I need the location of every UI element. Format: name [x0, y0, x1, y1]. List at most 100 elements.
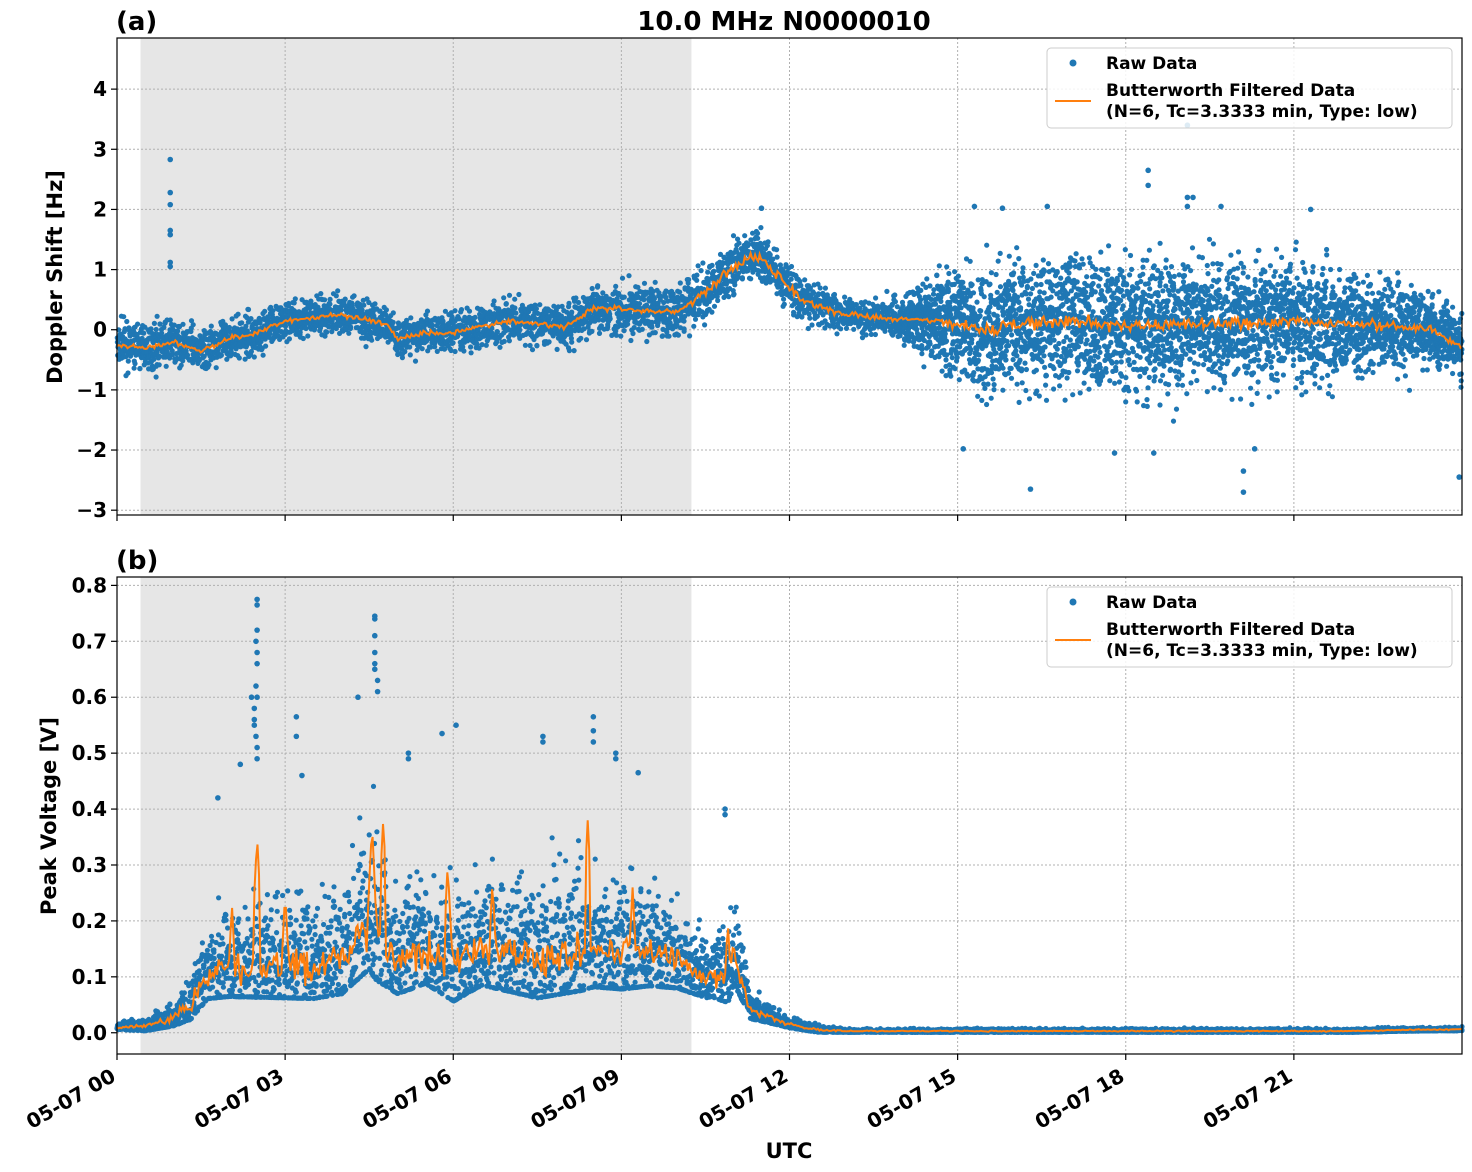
panel-a-raw-point	[765, 239, 771, 245]
panel-a-raw-point	[1041, 290, 1047, 296]
panel-a-raw-point	[817, 285, 823, 291]
panel-a-raw-point	[1024, 285, 1030, 291]
panel-a-raw-point	[1084, 274, 1090, 280]
panel-a-raw-point	[1051, 365, 1057, 372]
panel-a-raw-point	[1043, 372, 1049, 378]
panel-a-raw-point	[843, 325, 850, 331]
panel-a-raw-point	[156, 362, 162, 368]
panel-a-raw-point	[1103, 369, 1109, 375]
panel-a-raw-point	[621, 328, 627, 334]
panel-a-raw-point	[1097, 276, 1103, 282]
panel-a-raw-point	[1034, 282, 1040, 288]
panel-a-raw-point	[927, 341, 933, 347]
panel-a-raw-point	[960, 279, 966, 285]
panel-a-raw-point	[1043, 382, 1049, 388]
panel-a-raw-point	[201, 353, 207, 359]
panel-a-raw-point	[1043, 397, 1050, 403]
panel-a-raw-point	[995, 258, 1001, 264]
panel-a-raw-point	[1092, 333, 1098, 339]
panel-a-raw-point	[788, 276, 794, 282]
panel-a-raw-point	[297, 329, 303, 335]
panel-a-raw-point	[677, 280, 683, 286]
panel-a-raw-point	[694, 272, 700, 278]
panel-a-raw-point	[1000, 365, 1006, 371]
panel-a-raw-point	[694, 277, 700, 283]
panel-a-raw-point	[730, 233, 737, 239]
panel-a-raw-point	[1042, 344, 1048, 350]
panel-a-raw-point	[739, 275, 746, 281]
panel-a-raw-point	[969, 337, 975, 343]
panel-a-raw-point	[1105, 272, 1111, 278]
panel-a-raw-point	[226, 325, 232, 331]
panel-a-raw-point	[390, 310, 396, 316]
panel-a-raw-point	[169, 348, 175, 354]
panel-a-raw-point	[188, 318, 195, 324]
panel-a-raw-point	[154, 313, 160, 319]
panel-a-raw-point	[1015, 299, 1021, 305]
panel-a-raw-point	[988, 270, 995, 276]
panel-a-raw-point	[1077, 390, 1083, 396]
panel-a-raw-point	[1081, 380, 1087, 386]
panel-a-raw-point	[666, 333, 672, 339]
panel-a-raw-point	[190, 322, 196, 328]
panel-a-raw-point	[213, 365, 219, 371]
panel-a-raw-point	[503, 301, 509, 307]
panel-a-raw-point	[698, 268, 704, 274]
panel-a-raw-point	[589, 285, 595, 292]
panel-a-raw-point	[1006, 343, 1012, 349]
panel-a-raw-point	[681, 318, 687, 324]
panel-a-raw-point	[936, 263, 942, 269]
panel-a-raw-point	[1034, 388, 1040, 394]
panel-a-raw-point	[1016, 256, 1022, 262]
panel-a-raw-point	[1113, 364, 1119, 371]
panel-a-raw-point	[573, 295, 579, 301]
panel-a-raw-point	[239, 320, 245, 326]
panel-a-raw-point	[546, 339, 552, 345]
panel-a-raw-point	[1078, 309, 1084, 315]
panel-a-raw-point	[956, 377, 962, 383]
panel-a-raw-point	[206, 362, 212, 368]
panel-a-raw-point	[731, 291, 737, 297]
panel-a-raw-point	[613, 283, 619, 289]
panel-a-raw-point	[1038, 281, 1044, 288]
panel-a-raw-point	[695, 263, 701, 269]
panel-a-raw-point	[1058, 275, 1064, 281]
panel-a-raw-point	[501, 338, 507, 344]
panel-a-raw-point	[1086, 362, 1092, 368]
panel-a-raw-point	[1086, 386, 1092, 392]
panel-a-raw-point	[918, 297, 924, 303]
panel-a-raw-point	[450, 340, 456, 346]
panel-a-raw-point	[262, 308, 268, 314]
panel-a-raw-point	[892, 299, 899, 305]
panel-a-raw-point	[569, 309, 575, 315]
panel-a-raw-point	[997, 284, 1004, 290]
panel-a-raw-point	[1112, 380, 1118, 386]
panel-a-raw-point	[1027, 328, 1033, 334]
panel-a-raw-point	[292, 296, 298, 302]
panel-a-raw-point	[702, 322, 708, 328]
panel-a-raw-point	[892, 292, 898, 298]
panel-a-raw-point	[810, 289, 816, 295]
panel-a-raw-point	[286, 336, 292, 342]
panel-a-raw-point	[516, 291, 522, 298]
panel-a-raw-point	[619, 275, 626, 281]
panel-a-raw-point	[151, 320, 157, 326]
panel-a-raw-point	[781, 301, 787, 307]
panel-a-raw-point	[260, 352, 266, 358]
panel-a-raw-point	[452, 348, 458, 355]
panel-a-raw-point	[596, 330, 603, 336]
panel-a-raw-point	[402, 349, 408, 355]
panel-a-raw-point	[1107, 378, 1113, 384]
panel-a-raw-point	[408, 315, 414, 321]
panel-a-raw-point	[178, 362, 184, 368]
panel-a-raw-point	[121, 329, 127, 335]
panel-a-raw-point	[167, 355, 173, 361]
panel-a-raw-point	[1012, 261, 1018, 267]
panel-a-raw-point	[945, 288, 952, 295]
panel-a-raw-point	[347, 325, 354, 332]
panel-a-raw-point	[361, 302, 367, 308]
panel-a-raw-point	[1051, 386, 1057, 392]
panel-a-raw-point	[802, 277, 808, 283]
panel-a-raw-point	[566, 348, 573, 354]
panel-a-raw-point	[578, 335, 584, 341]
